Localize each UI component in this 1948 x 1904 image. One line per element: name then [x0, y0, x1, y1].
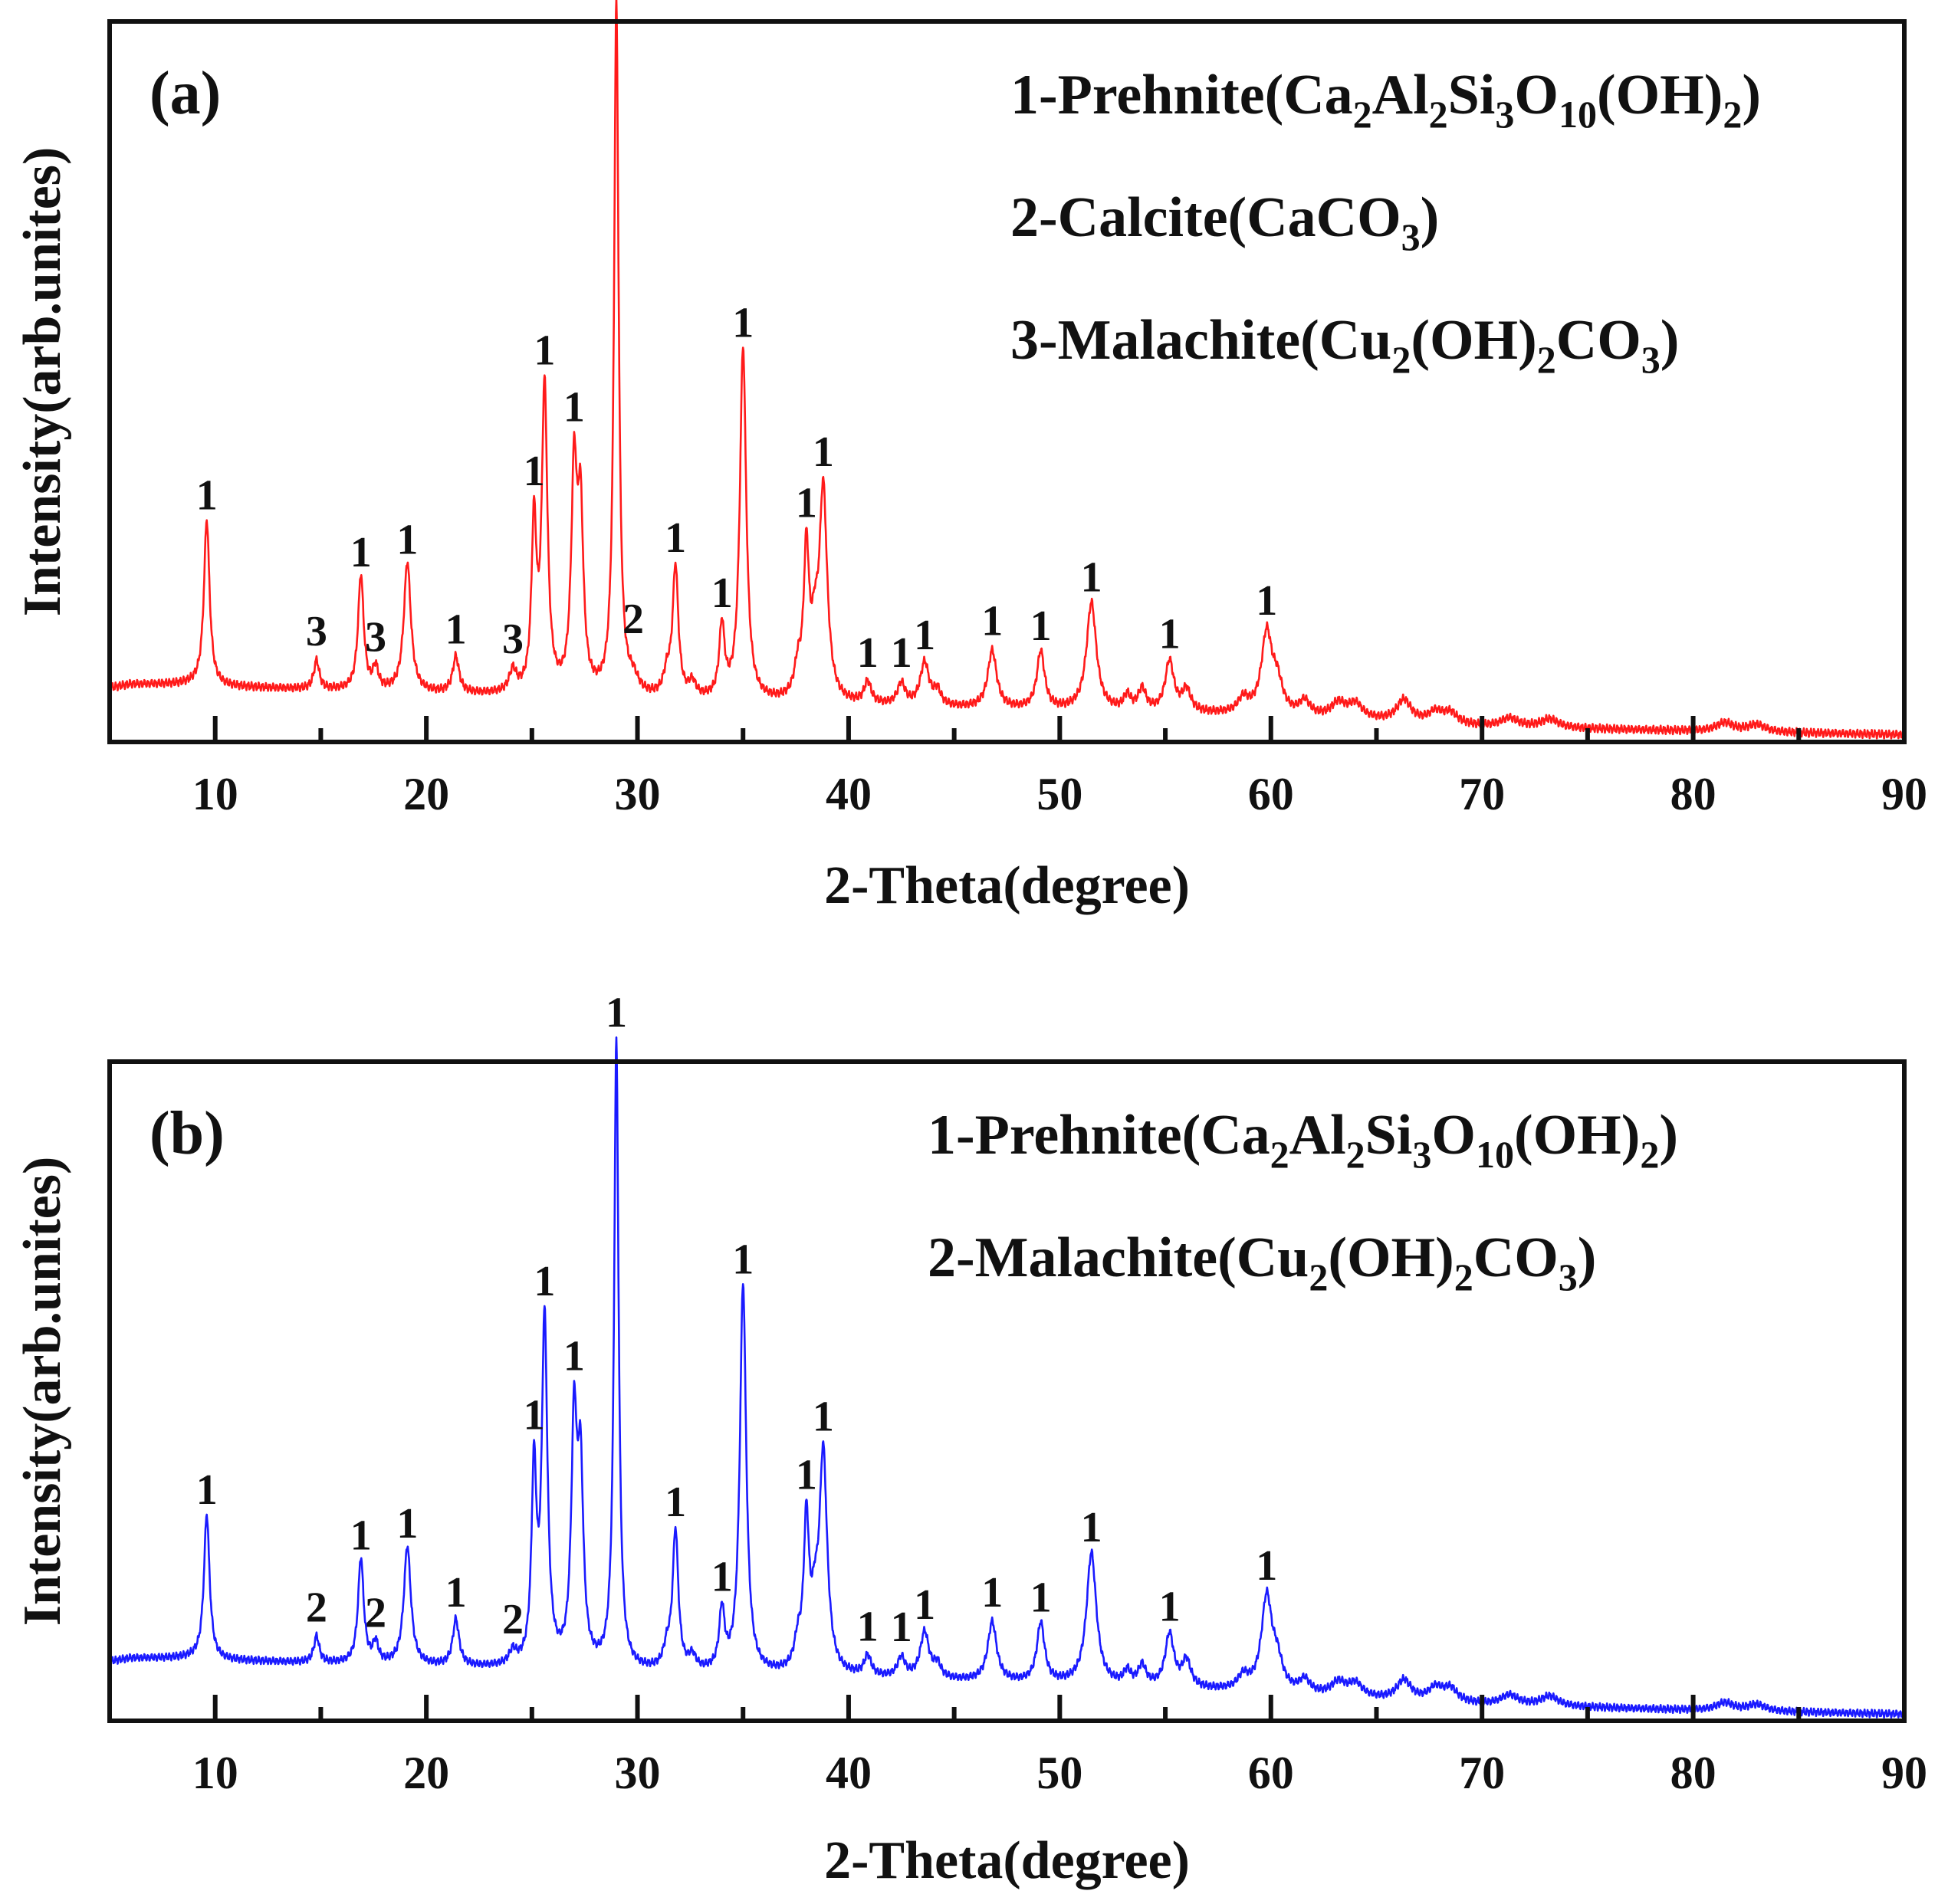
- x-tick-label: 80: [1670, 1748, 1716, 1798]
- peak-label: 3: [365, 614, 386, 661]
- peak-label: 1: [1030, 1574, 1052, 1621]
- x-tick-label: 90: [1881, 1748, 1927, 1798]
- x-tick-label: 40: [826, 1748, 872, 1798]
- peak-label: 1: [563, 1333, 585, 1380]
- peak-label: 3: [502, 616, 524, 663]
- peak-label: 1: [350, 1512, 372, 1559]
- xrd-trace-line: [108, 0, 1906, 740]
- x-axis-title: 2-Theta(degree): [824, 1831, 1190, 1890]
- peak-label: 1: [396, 516, 418, 563]
- peak-label: 1: [981, 598, 1003, 645]
- peak-label: 1: [534, 1258, 555, 1305]
- peak-label: 1: [732, 1236, 754, 1283]
- panel-a: 10 20 30 40 50 60 70 80 90 2-Theta(degree) Intensi…: [13, 0, 1927, 915]
- peak-label: 1: [196, 1466, 218, 1514]
- peak-label: 1: [981, 1569, 1003, 1617]
- x-tick-label: 20: [403, 1748, 449, 1798]
- peak-label: 1: [350, 529, 372, 576]
- x-tick-label: 40: [826, 769, 872, 819]
- x-tick-label: 60: [1248, 769, 1294, 819]
- peak-label: 2: [365, 1590, 386, 1637]
- peak-label: 1: [813, 1393, 834, 1440]
- y-axis-title: Intensity(arb.unites): [13, 1157, 72, 1627]
- peak-label: 1: [796, 480, 817, 527]
- peak-label: 1: [396, 1500, 418, 1548]
- peak-label: 1: [524, 1392, 545, 1439]
- peak-label: 1: [914, 1581, 935, 1629]
- legend-entry: 2-Malachite(Cu2(OH)2CO3): [928, 1226, 1596, 1298]
- peak-label: 2: [502, 1596, 524, 1643]
- legend-entry: 1-Prehnite(Ca2Al2Si3O10(OH)2): [928, 1104, 1678, 1176]
- peak-label: 1: [891, 1604, 912, 1651]
- peak-label: 1: [711, 1554, 733, 1601]
- peak-label: 1: [563, 383, 585, 431]
- peak-label: 1: [891, 629, 912, 677]
- peak-label: 1: [1256, 577, 1277, 625]
- panel-label: (a): [149, 60, 221, 127]
- peak-label: 1: [857, 1604, 879, 1651]
- peak-label: 1: [1081, 553, 1102, 601]
- peak-label: 3: [306, 608, 327, 655]
- plot-frame: [107, 1059, 1907, 1723]
- peak-label: 1: [1159, 1584, 1181, 1631]
- peak-label: 1: [524, 448, 545, 495]
- legend-entry: 1-Prehnite(Ca2Al2Si3O10(OH)2): [1010, 64, 1761, 136]
- y-axis-title: Intensity(arb.unites): [13, 147, 72, 617]
- peak-label: 1: [857, 629, 879, 677]
- peak-label: 1: [732, 299, 754, 346]
- peak-label: 1: [813, 428, 834, 476]
- x-tick-label: 70: [1459, 1748, 1505, 1798]
- x-tick-label: 90: [1881, 769, 1927, 819]
- peak-label: 1: [1256, 1542, 1277, 1590]
- legend-entry: 3-Malachite(Cu2(OH)2CO3): [1010, 309, 1679, 381]
- panel-label: (b): [149, 1100, 225, 1167]
- x-tick-label: 50: [1036, 769, 1082, 819]
- x-tick-label: 20: [403, 769, 449, 819]
- legend-entry: 2-Calcite(CaCO3): [1010, 186, 1439, 258]
- peak-label: 1: [1081, 1504, 1102, 1551]
- x-tick-label: 30: [615, 1748, 661, 1798]
- peak-label: 1: [534, 327, 555, 375]
- peak-label: 1: [796, 1451, 817, 1499]
- peak-label: 1: [665, 1479, 686, 1526]
- x-tick-label: 70: [1459, 769, 1505, 819]
- x-tick-label: 30: [615, 769, 661, 819]
- xrd-trace-line: [108, 1036, 1906, 1719]
- peak-label: 2: [623, 596, 644, 643]
- peak-label: 1: [1159, 610, 1181, 658]
- peak-label: 1: [445, 1569, 467, 1617]
- panel-b: 10 20 30 40 50 60 70 80 90 2-Theta(degree) Intensi…: [13, 989, 1927, 1890]
- x-tick-label: 60: [1248, 1748, 1294, 1798]
- peak-label: 1: [196, 472, 218, 520]
- peak-label: 2: [306, 1584, 327, 1632]
- peak-label: 1: [914, 612, 935, 659]
- x-tick-label: 50: [1036, 1748, 1082, 1798]
- peak-label: 1: [711, 570, 733, 617]
- x-axis-title: 2-Theta(degree): [824, 856, 1190, 915]
- peak-label: 1: [445, 606, 467, 653]
- x-tick-label: 10: [192, 1748, 238, 1798]
- x-tick-label: 80: [1670, 769, 1716, 819]
- x-tick-label: 10: [192, 769, 238, 819]
- peak-label: 1: [665, 514, 686, 562]
- plot-frame: [107, 19, 1907, 744]
- peak-label: 1: [606, 989, 627, 1036]
- peak-label: 1: [1030, 602, 1052, 650]
